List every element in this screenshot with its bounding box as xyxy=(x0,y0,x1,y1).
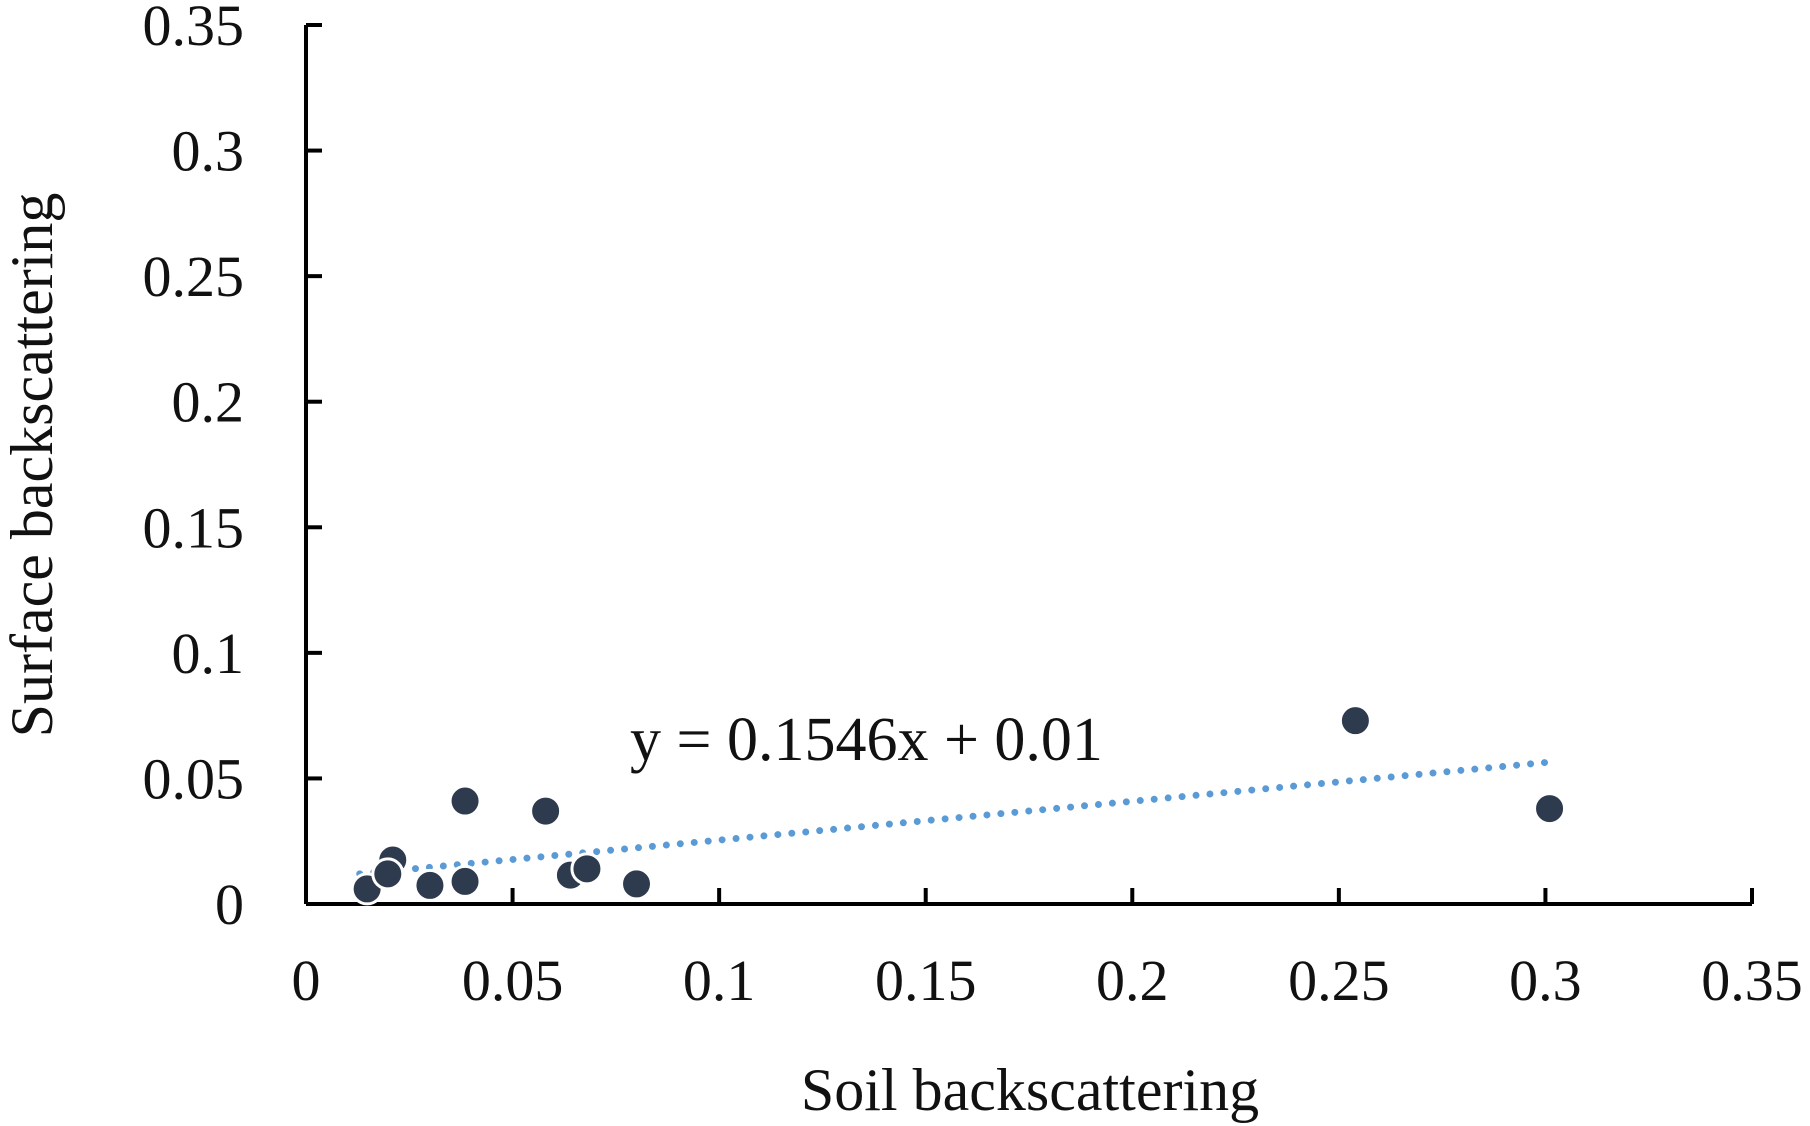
x-tick-label: 0.15 xyxy=(875,948,977,1013)
x-axis-label: Soil backscattering xyxy=(801,1057,1259,1123)
y-tick-label: 0.3 xyxy=(172,119,245,184)
point xyxy=(448,864,482,898)
y-tick-label: 0.15 xyxy=(143,495,245,560)
y-tick-label: 0.2 xyxy=(172,370,245,435)
point xyxy=(413,868,447,902)
x-tick-label: 0.05 xyxy=(462,948,564,1013)
x-tick-label: 0.25 xyxy=(1288,948,1390,1013)
point xyxy=(529,794,563,828)
y-axis-label: Surface backscattering xyxy=(0,193,65,738)
x-tick-label: 0.35 xyxy=(1701,948,1803,1013)
y-tick-label: 0.35 xyxy=(143,0,245,58)
point xyxy=(448,784,482,818)
point xyxy=(570,852,604,886)
point xyxy=(620,867,654,901)
trendline-equation: y = 0.1546x + 0.01 xyxy=(630,706,1103,774)
point xyxy=(1338,704,1372,738)
trendline xyxy=(356,758,1554,878)
point xyxy=(1533,792,1567,826)
x-tick-label: 0.2 xyxy=(1096,948,1169,1013)
y-tick-label: 0 xyxy=(215,872,244,937)
x-tick-label: 0 xyxy=(292,948,321,1013)
y-tick-label: 0.05 xyxy=(143,746,245,811)
y-tick-label: 0.1 xyxy=(172,621,245,686)
x-tick-label: 0.3 xyxy=(1509,948,1582,1013)
x-tick-label: 0.1 xyxy=(683,948,756,1013)
point xyxy=(371,857,405,891)
y-tick-label: 0.25 xyxy=(143,244,245,309)
